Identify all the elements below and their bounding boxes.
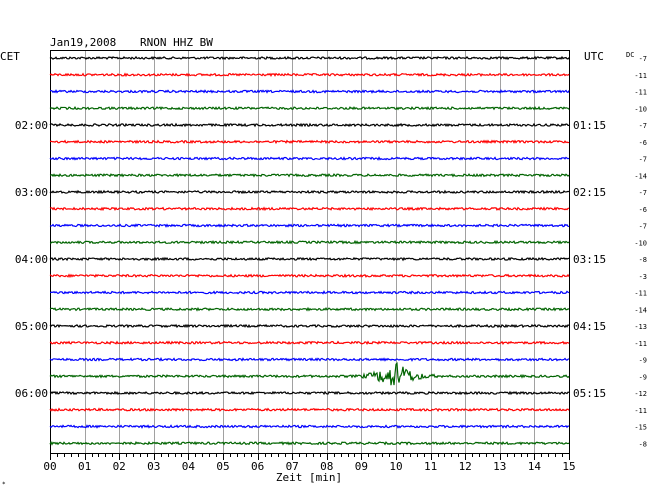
x-tick-label-07: 07 <box>286 460 299 473</box>
dc-offset-label: -7 <box>639 156 647 164</box>
dc-offset-label: -10 <box>634 239 647 247</box>
dc-offset-label: -7 <box>639 122 647 130</box>
trace-line-1 <box>49 72 570 78</box>
dc-offset-label: -14 <box>634 306 647 314</box>
dc-offset-label: -11 <box>634 290 647 298</box>
dc-offset-label: -12 <box>634 390 647 398</box>
trace-lines <box>49 55 570 446</box>
left-timezone-label: CET <box>0 50 20 63</box>
right-hour-label: 02:15 <box>573 186 606 199</box>
dc-offset-label: -6 <box>639 206 647 214</box>
dc-offset-label: -13 <box>634 323 647 331</box>
trace-line-8 <box>49 189 570 195</box>
right-hour-label: 05:15 <box>573 387 606 400</box>
grid-lines <box>50 51 570 460</box>
trace-line-3 <box>49 105 570 111</box>
x-tick-label-13: 13 <box>493 460 506 473</box>
trace-line-9 <box>49 206 570 212</box>
left-hour-label: 02:00 <box>15 119 48 132</box>
plot-frame <box>50 50 570 454</box>
x-tick-label-06: 06 <box>251 460 264 473</box>
x-tick-label-02: 02 <box>113 460 126 473</box>
dc-offset-label: -9 <box>639 357 647 365</box>
trace-line-15 <box>49 306 570 312</box>
corner-mark-icon: * <box>2 481 6 488</box>
dc-offset-label: -11 <box>634 407 647 415</box>
axis-labels: 00 01 02 03 04 05 06 07 08 09 10 11 12 13 14 15 -7 -11 -11… <box>15 55 647 473</box>
dc-offset-label: -15 <box>634 424 647 432</box>
x-tick-label-10: 10 <box>389 460 402 473</box>
right-hour-label: 03:15 <box>573 253 606 266</box>
trace-line-23 <box>49 440 570 446</box>
trace-line-14 <box>49 290 570 295</box>
trace-line-20 <box>49 390 570 396</box>
left-hour-label: 04:00 <box>15 253 48 266</box>
trace-line-22 <box>49 424 570 429</box>
x-tick-label-15: 15 <box>562 460 575 473</box>
dc-offset-label: -7 <box>639 189 647 197</box>
x-tick-label-11: 11 <box>424 460 437 473</box>
left-hour-label: 03:00 <box>15 186 48 199</box>
trace-line-18 <box>49 357 570 362</box>
trace-line-16 <box>49 323 570 329</box>
dc-offset-label: -8 <box>639 440 647 448</box>
right-timezone-label: UTC <box>584 50 604 63</box>
dc-offset-label: -3 <box>639 273 647 281</box>
right-hour-label: 01:15 <box>573 119 606 132</box>
trace-line-6 <box>49 156 570 161</box>
x-axis-title: Zeit [min] <box>276 471 342 484</box>
trace-line-0 <box>49 55 570 61</box>
trace-line-13 <box>49 273 570 279</box>
trace-line-10 <box>49 223 570 228</box>
dc-offset-label: -7 <box>639 223 647 231</box>
dc-offset-label: -9 <box>639 373 647 381</box>
trace-line-17 <box>49 340 570 345</box>
trace-line-4 <box>49 122 569 128</box>
dc-offset-label: -7 <box>639 55 647 63</box>
dc-offset-label: -14 <box>634 172 647 180</box>
x-tick-label-09: 09 <box>355 460 368 473</box>
trace-line-12 <box>49 256 570 262</box>
x-tick-label-00: 00 <box>43 460 56 473</box>
dc-offset-label: -11 <box>634 89 647 97</box>
dc-offset-label: -10 <box>634 105 647 113</box>
dc-label: DC <box>626 51 634 59</box>
x-tick-label-08: 08 <box>320 460 333 473</box>
trace-line-19 <box>49 361 570 386</box>
dc-offset-label: -11 <box>634 72 647 80</box>
trace-line-7 <box>49 172 570 178</box>
trace-line-11 <box>49 239 570 245</box>
dc-offset-label: -6 <box>639 139 647 147</box>
right-hour-label: 04:15 <box>573 320 606 333</box>
x-tick-label-03: 03 <box>147 460 160 473</box>
station-label: RNON HHZ BW <box>140 36 213 49</box>
dc-offset-label: -11 <box>634 340 647 348</box>
x-tick-label-01: 01 <box>78 460 91 473</box>
trace-line-5 <box>49 139 570 145</box>
x-tick-label-05: 05 <box>216 460 229 473</box>
trace-line-21 <box>49 407 570 413</box>
x-tick-label-14: 14 <box>528 460 542 473</box>
date-label: Jan19,2008 <box>50 36 116 49</box>
trace-line-2 <box>49 89 570 94</box>
dc-offset-label: -8 <box>639 256 647 264</box>
x-tick-label-04: 04 <box>182 460 196 473</box>
left-hour-label: 06:00 <box>15 387 48 400</box>
left-hour-label: 05:00 <box>15 320 48 333</box>
x-tick-label-12: 12 <box>459 460 472 473</box>
